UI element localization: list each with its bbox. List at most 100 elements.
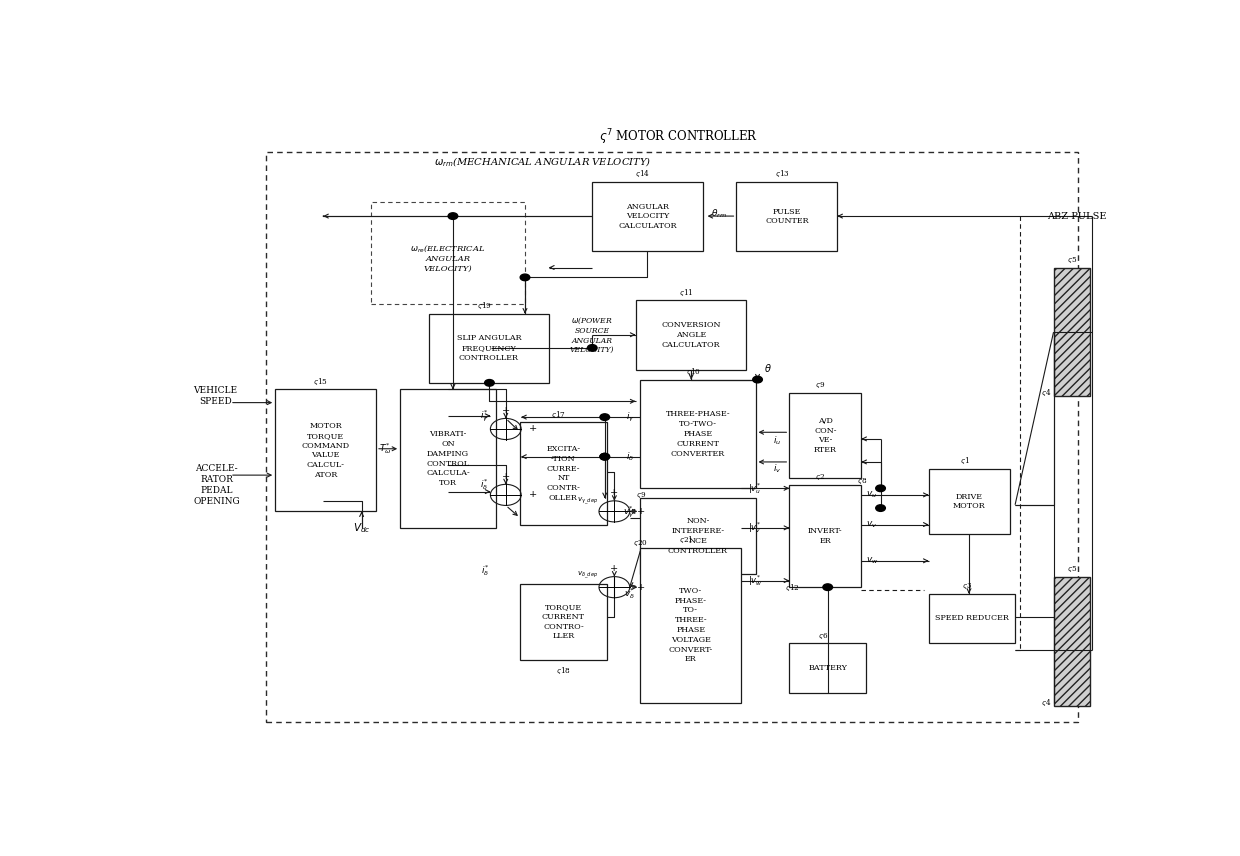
FancyBboxPatch shape xyxy=(265,152,1078,722)
Text: MOTOR
TORQUE
COMMAND
VALUE
CALCUL-
ATOR: MOTOR TORQUE COMMAND VALUE CALCUL- ATOR xyxy=(301,422,350,479)
Text: $\varsigma$11: $\varsigma$11 xyxy=(678,287,693,298)
FancyBboxPatch shape xyxy=(275,389,376,511)
Text: +: + xyxy=(502,472,510,481)
Text: $\varsigma$6: $\varsigma$6 xyxy=(817,631,828,640)
FancyBboxPatch shape xyxy=(737,181,837,251)
Text: ACCELE-
RATOR
PEDAL
OPENING: ACCELE- RATOR PEDAL OPENING xyxy=(193,465,241,506)
Text: $\varsigma$2: $\varsigma$2 xyxy=(816,473,826,483)
Circle shape xyxy=(875,485,885,491)
Text: $i_{\delta}^{*}$: $i_{\delta}^{*}$ xyxy=(481,563,490,578)
Circle shape xyxy=(823,584,832,591)
Circle shape xyxy=(600,454,610,460)
FancyBboxPatch shape xyxy=(640,379,755,488)
Text: $\varsigma$5: $\varsigma$5 xyxy=(1066,564,1078,574)
Text: +: + xyxy=(502,406,510,415)
Text: NON-
INTERFERE-
NCE
CONTROLLER: NON- INTERFERE- NCE CONTROLLER xyxy=(668,517,728,555)
FancyBboxPatch shape xyxy=(635,300,746,370)
FancyBboxPatch shape xyxy=(640,498,755,574)
Text: $\varsigma$13: $\varsigma$13 xyxy=(775,168,790,179)
Text: +: + xyxy=(637,507,645,516)
Text: $i_{u}$: $i_{u}$ xyxy=(774,435,781,447)
Text: $v_{v}$: $v_{v}$ xyxy=(866,520,878,530)
Text: SLIP ANGULAR
FREQUENCY
CONTROLLER: SLIP ANGULAR FREQUENCY CONTROLLER xyxy=(456,335,521,362)
Text: $\varsigma$21: $\varsigma$21 xyxy=(678,534,693,545)
Text: $|v_{w}^{*}$: $|v_{w}^{*}$ xyxy=(748,574,763,588)
FancyBboxPatch shape xyxy=(789,485,862,587)
FancyBboxPatch shape xyxy=(521,422,606,525)
Text: $\omega_{re}$(ELECTRICAL
ANGULAR
VELOCITY): $\omega_{re}$(ELECTRICAL ANGULAR VELOCIT… xyxy=(410,242,486,272)
Text: CONVERSION
ANGLE
CALCULATOR: CONVERSION ANGLE CALCULATOR xyxy=(661,321,720,349)
FancyBboxPatch shape xyxy=(1054,267,1090,396)
Text: $i_{\gamma}$: $i_{\gamma}$ xyxy=(626,411,635,424)
Text: $\varsigma$5: $\varsigma$5 xyxy=(1066,254,1078,265)
Text: $\varsigma$19: $\varsigma$19 xyxy=(476,300,491,311)
Text: $T_{\omega}^{*}$: $T_{\omega}^{*}$ xyxy=(379,442,392,456)
Text: $\varsigma$1: $\varsigma$1 xyxy=(960,455,970,466)
Text: $\varsigma^{7}$ MOTOR CONTROLLER: $\varsigma^{7}$ MOTOR CONTROLLER xyxy=(599,128,759,146)
FancyBboxPatch shape xyxy=(429,313,549,383)
Circle shape xyxy=(448,213,458,219)
FancyBboxPatch shape xyxy=(789,393,862,479)
Text: $i_{v}$: $i_{v}$ xyxy=(774,462,781,475)
Text: $i_{\gamma}^{*}$: $i_{\gamma}^{*}$ xyxy=(480,408,489,424)
Text: $v_{\gamma\_dep}$: $v_{\gamma\_dep}$ xyxy=(577,496,598,507)
Text: A/D
CON-
VE-
RTER: A/D CON- VE- RTER xyxy=(813,417,837,455)
Text: $\omega$(POWER
SOURCE
ANGULAR
VELOCITY): $\omega$(POWER SOURCE ANGULAR VELOCITY) xyxy=(570,315,615,354)
Text: TORQUE
CURRENT
CONTRO-
LLER: TORQUE CURRENT CONTRO- LLER xyxy=(542,603,585,640)
Text: $\varsigma$10: $\varsigma$10 xyxy=(686,366,701,377)
Text: $\varsigma$4: $\varsigma$4 xyxy=(1042,697,1052,708)
FancyBboxPatch shape xyxy=(929,594,1016,643)
Text: $v_{\gamma}^{*}$: $v_{\gamma}^{*}$ xyxy=(624,505,635,520)
Text: ABZ PULSE: ABZ PULSE xyxy=(1047,211,1106,221)
Text: $v_{u}$: $v_{u}$ xyxy=(866,490,877,500)
Circle shape xyxy=(600,454,610,460)
Text: $\varsigma$9: $\varsigma$9 xyxy=(815,380,826,390)
FancyBboxPatch shape xyxy=(929,468,1011,534)
Circle shape xyxy=(600,413,610,420)
Text: $\varsigma$15: $\varsigma$15 xyxy=(314,376,329,387)
Text: VEHICLE
SPEED: VEHICLE SPEED xyxy=(193,386,238,406)
FancyBboxPatch shape xyxy=(593,181,703,251)
Text: $|v_{u}^{*}$: $|v_{u}^{*}$ xyxy=(748,481,761,496)
Text: DRIVE
MOTOR: DRIVE MOTOR xyxy=(954,492,986,510)
Text: $\varsigma$17: $\varsigma$17 xyxy=(551,409,567,419)
FancyBboxPatch shape xyxy=(1054,577,1090,706)
Text: $v_{w}$: $v_{w}$ xyxy=(866,556,879,566)
Text: $\varsigma$18: $\varsigma$18 xyxy=(556,665,570,676)
Text: $\varsigma$20: $\varsigma$20 xyxy=(632,538,647,548)
Text: $\varsigma$3: $\varsigma$3 xyxy=(962,581,972,591)
Text: +: + xyxy=(637,583,645,591)
Circle shape xyxy=(875,505,885,511)
Circle shape xyxy=(588,345,596,351)
Circle shape xyxy=(521,274,529,281)
Text: $i_{\delta}$: $i_{\delta}$ xyxy=(626,450,635,463)
Text: $\omega_{rm}$(MECHANICAL ANGULAR VELOCITY): $\omega_{rm}$(MECHANICAL ANGULAR VELOCIT… xyxy=(434,155,651,169)
Text: $v_{\delta\_dep}$: $v_{\delta\_dep}$ xyxy=(577,570,598,581)
Text: PULSE
COUNTER: PULSE COUNTER xyxy=(765,207,808,225)
Text: $\varsigma$4: $\varsigma$4 xyxy=(1042,387,1052,398)
Text: +: + xyxy=(528,490,537,499)
Text: $i_{\delta}^{*}$: $i_{\delta}^{*}$ xyxy=(480,478,489,492)
FancyBboxPatch shape xyxy=(401,389,496,528)
Text: $\theta_{rm}$: $\theta_{rm}$ xyxy=(712,207,727,220)
Text: BATTERY: BATTERY xyxy=(808,664,847,672)
Text: $\varsigma$9: $\varsigma$9 xyxy=(635,490,646,500)
Text: $v_{\delta}^{*}$: $v_{\delta}^{*}$ xyxy=(624,586,635,601)
Text: $V_{dc}$: $V_{dc}$ xyxy=(353,521,371,535)
FancyBboxPatch shape xyxy=(640,548,742,703)
Circle shape xyxy=(753,377,763,383)
Text: SPEED REDUCER: SPEED REDUCER xyxy=(935,615,1009,622)
Text: $\theta$: $\theta$ xyxy=(764,362,773,374)
Text: THREE-PHASE-
TO-TWO-
PHASE
CURRENT
CONVERTER: THREE-PHASE- TO-TWO- PHASE CURRENT CONVE… xyxy=(666,410,730,457)
Text: $\varsigma$12: $\varsigma$12 xyxy=(785,582,800,592)
Text: +: + xyxy=(610,489,619,497)
Text: TWO-
PHASE-
TO-
THREE-
PHASE
VOLTAGE
CONVERT-
ER: TWO- PHASE- TO- THREE- PHASE VOLTAGE CON… xyxy=(668,586,713,663)
Text: VIBRATI-
ON
DAMPING
CONTROL
CALCULA-
TOR: VIBRATI- ON DAMPING CONTROL CALCULA- TOR xyxy=(427,431,470,487)
Text: +: + xyxy=(528,425,537,433)
Text: $\varsigma$8: $\varsigma$8 xyxy=(857,476,868,486)
FancyBboxPatch shape xyxy=(521,584,606,660)
FancyBboxPatch shape xyxy=(371,202,525,304)
Text: ANGULAR
VELOCITY
CALCULATOR: ANGULAR VELOCITY CALCULATOR xyxy=(619,203,677,230)
Text: INVERT-
ER: INVERT- ER xyxy=(808,527,843,545)
Text: +: + xyxy=(610,564,619,574)
